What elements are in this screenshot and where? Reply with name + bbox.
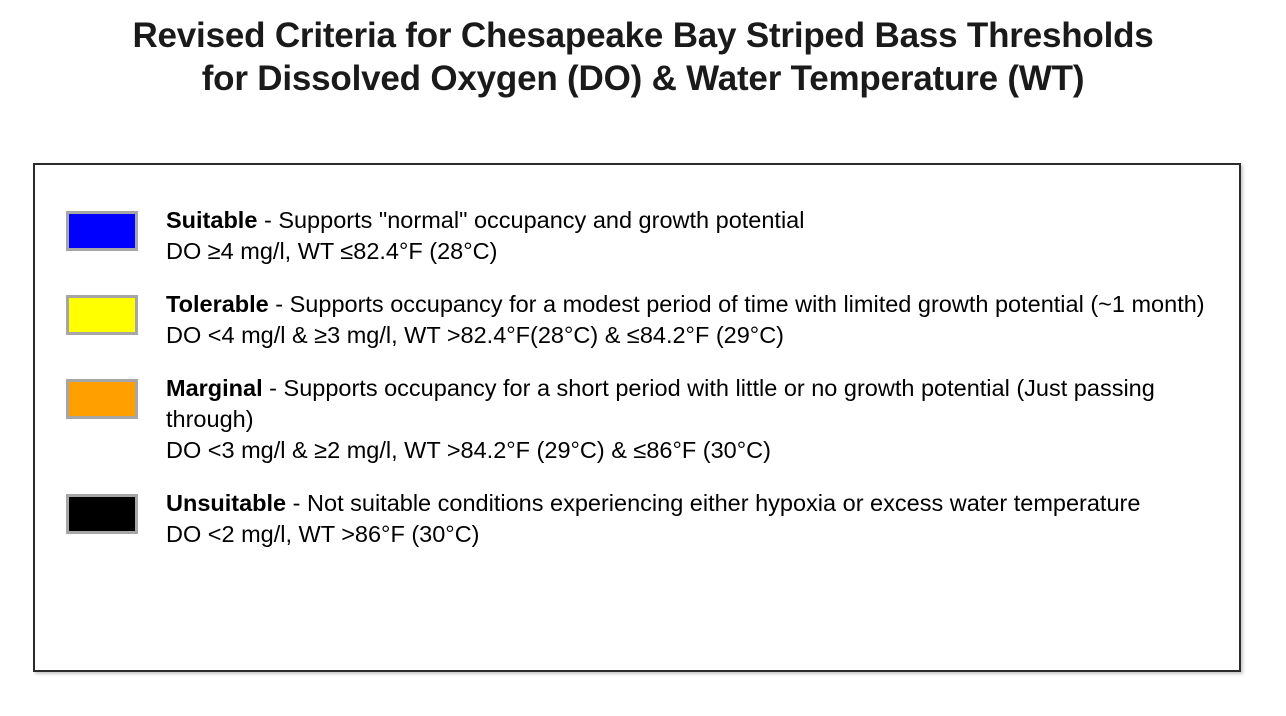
legend-item-unsuitable: Unsuitable - Not suitable conditions exp… bbox=[66, 488, 1225, 550]
legend-item-text-unsuitable: Unsuitable - Not suitable conditions exp… bbox=[166, 488, 1222, 550]
legend-term-marginal: Marginal bbox=[166, 375, 263, 401]
legend-description-unsuitable: Not suitable conditions experiencing eit… bbox=[307, 490, 1141, 516]
legend-term-tolerable: Tolerable bbox=[166, 291, 269, 317]
legend-item-suitable: Suitable - Supports "normal" occupancy a… bbox=[66, 205, 1225, 267]
legend-panel: Suitable - Supports "normal" occupancy a… bbox=[33, 163, 1241, 672]
legend-range-unsuitable: DO <2 mg/l, WT >86°F (30°C) bbox=[166, 521, 480, 547]
legend-description-tolerable: Supports occupancy for a modest period o… bbox=[289, 291, 1205, 317]
legend-item-description-unsuitable: Unsuitable - Not suitable conditions exp… bbox=[166, 488, 1222, 519]
color-swatch-marginal bbox=[66, 379, 138, 419]
legend-item-text-marginal: Marginal - Supports occupancy for a shor… bbox=[166, 373, 1222, 466]
legend-list: Suitable - Supports "normal" occupancy a… bbox=[66, 205, 1225, 550]
legend-term-suitable: Suitable bbox=[166, 207, 258, 233]
color-swatch-tolerable bbox=[66, 295, 138, 335]
legend-item-description-marginal: Marginal - Supports occupancy for a shor… bbox=[166, 373, 1222, 435]
legend-item-text-tolerable: Tolerable - Supports occupancy for a mod… bbox=[166, 289, 1222, 351]
legend-separator-suitable: - bbox=[257, 207, 279, 233]
color-swatch-suitable bbox=[66, 211, 138, 251]
legend-range-tolerable: DO <4 mg/l & ≥3 mg/l, WT >82.4°F(28°C) &… bbox=[166, 322, 784, 348]
page-title: Revised Criteria for Chesapeake Bay Stri… bbox=[0, 14, 1286, 100]
legend-item-description-suitable: Suitable - Supports "normal" occupancy a… bbox=[166, 205, 1222, 236]
color-swatch-unsuitable bbox=[66, 494, 138, 534]
legend-range-suitable: DO ≥4 mg/l, WT ≤82.4°F (28°C) bbox=[166, 238, 498, 264]
legend-item-marginal: Marginal - Supports occupancy for a shor… bbox=[66, 373, 1225, 466]
legend-item-description-tolerable: Tolerable - Supports occupancy for a mod… bbox=[166, 289, 1222, 320]
legend-separator-tolerable: - bbox=[268, 291, 290, 317]
legend-item-tolerable: Tolerable - Supports occupancy for a mod… bbox=[66, 289, 1225, 351]
legend-description-suitable: Supports "normal" occupancy and growth p… bbox=[278, 207, 805, 233]
page-title-line-1: Revised Criteria for Chesapeake Bay Stri… bbox=[132, 16, 1154, 55]
legend-term-unsuitable: Unsuitable bbox=[166, 490, 287, 516]
legend-item-text-suitable: Suitable - Supports "normal" occupancy a… bbox=[166, 205, 1222, 267]
legend-separator-marginal: - bbox=[262, 375, 284, 401]
legend-separator-unsuitable: - bbox=[286, 490, 308, 516]
legend-range-marginal: DO <3 mg/l & ≥2 mg/l, WT >84.2°F (29°C) … bbox=[166, 437, 771, 463]
legend-description-marginal: Supports occupancy for a short period wi… bbox=[166, 375, 1155, 432]
page-title-line-2: for Dissolved Oxygen (DO) & Water Temper… bbox=[201, 59, 1085, 98]
